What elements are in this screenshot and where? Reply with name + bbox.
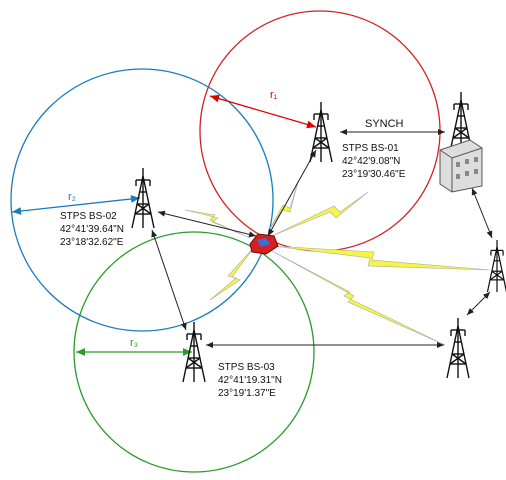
radius-r1 <box>210 96 316 127</box>
station-name: STPS BS-02 <box>60 211 117 222</box>
station-lon: 23°19'1.37"E <box>218 388 276 399</box>
radius-r2 <box>12 198 140 212</box>
tower-bottom-right <box>447 318 469 378</box>
station-lat: 42°41'39.64"N <box>60 224 124 235</box>
coverage-bs02 <box>11 69 273 331</box>
station-lon: 23°18'32.62"E <box>60 237 124 248</box>
car <box>250 234 278 254</box>
tower-right <box>487 240 506 292</box>
station-lat: 42°42'9.08"N <box>342 156 400 167</box>
diagram: SYNCH r₁ r₂ r₃ STPS BS-01 42°42'9.08"N 2… <box>0 0 506 480</box>
radius-label: r₂ <box>68 191 76 203</box>
radio-links <box>185 182 490 345</box>
building <box>440 140 482 192</box>
page: {"links": {"synch": "SYNCH"}, "radii": {… <box>0 0 506 480</box>
station-lat: 42°41'19.31"N <box>218 375 282 386</box>
radius-label: r₃ <box>130 337 138 349</box>
radius-label: r₁ <box>270 89 278 101</box>
tower-bs01 <box>310 102 332 162</box>
synch-label: SYNCH <box>365 118 404 130</box>
station-lon: 23°19'30.46"E <box>342 169 406 180</box>
station-name: STPS BS-03 <box>218 362 275 373</box>
station-name: STPS BS-01 <box>342 143 399 154</box>
